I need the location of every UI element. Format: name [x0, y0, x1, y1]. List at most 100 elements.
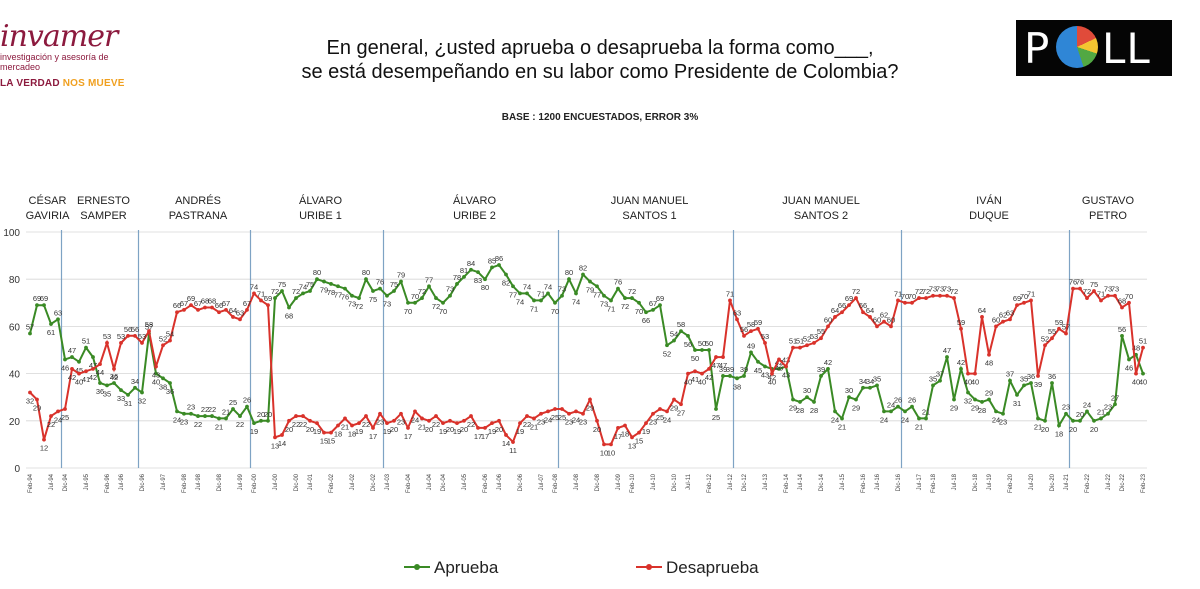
data-label-aprueba: 43	[782, 356, 790, 365]
data-label-desaprueba: 70	[1125, 292, 1133, 301]
data-point-desaprueba	[511, 440, 515, 444]
data-label-aprueba: 78	[327, 288, 335, 297]
data-point-aprueba	[112, 381, 116, 385]
data-label-aprueba: 72	[621, 302, 629, 311]
data-point-aprueba	[1064, 411, 1068, 416]
data-label-aprueba: 67	[649, 299, 657, 308]
data-label-desaprueba: 15	[327, 437, 335, 446]
president-name-line2: URIBE 2	[453, 210, 496, 222]
data-label-desaprueba: 55	[817, 327, 825, 336]
data-point-desaprueba	[77, 371, 81, 376]
data-label-desaprueba: 20	[306, 425, 314, 434]
data-label-desaprueba: 17	[481, 432, 489, 441]
data-label-desaprueba: 43	[782, 371, 790, 380]
data-point-desaprueba	[693, 369, 697, 374]
data-point-desaprueba	[938, 293, 942, 298]
data-label-desaprueba: 18	[348, 430, 356, 439]
data-point-aprueba	[1036, 416, 1040, 421]
data-label-desaprueba: 53	[103, 332, 111, 341]
poll-logo: P LL	[1016, 20, 1172, 76]
data-label-desaprueba: 24	[572, 415, 580, 424]
data-label-aprueba: 33	[117, 394, 125, 403]
data-point-desaprueba	[763, 341, 767, 345]
data-label-aprueba: 34	[859, 377, 867, 386]
data-point-desaprueba	[28, 390, 32, 395]
data-point-aprueba	[672, 338, 676, 343]
data-point-aprueba	[1113, 402, 1117, 407]
data-label-desaprueba: 23	[649, 418, 657, 427]
data-label-aprueba: 76	[341, 293, 349, 302]
data-label-aprueba: 47	[89, 361, 97, 370]
data-point-aprueba	[301, 291, 305, 296]
data-point-aprueba	[154, 371, 158, 376]
x-tick-label: Feb-10	[630, 473, 636, 493]
data-point-desaprueba	[385, 421, 389, 426]
data-label-desaprueba: 53	[810, 332, 818, 341]
data-label-desaprueba: 69	[845, 294, 853, 303]
data-label-desaprueba: 53	[117, 332, 125, 341]
data-point-desaprueba	[812, 341, 816, 345]
data-label-aprueba: 20	[264, 410, 272, 419]
data-label-desaprueba: 60	[887, 315, 895, 324]
data-point-aprueba	[329, 282, 333, 286]
data-point-aprueba	[616, 286, 620, 291]
data-point-desaprueba	[889, 324, 893, 329]
data-point-desaprueba	[1078, 286, 1082, 291]
data-point-desaprueba	[931, 293, 935, 298]
data-point-aprueba	[777, 366, 781, 371]
data-point-desaprueba	[49, 414, 53, 418]
data-point-desaprueba	[189, 303, 193, 308]
data-label-desaprueba: 22	[467, 420, 475, 429]
data-label-aprueba: 56	[1118, 325, 1126, 334]
data-label-aprueba: 79	[397, 271, 405, 280]
data-label-aprueba: 29	[971, 404, 979, 413]
data-label-desaprueba: 29	[33, 404, 41, 413]
data-label-desaprueba: 19	[488, 427, 496, 436]
x-tick-label: Feb-00	[252, 473, 258, 493]
data-point-aprueba	[35, 303, 39, 308]
data-label-aprueba: 28	[978, 406, 986, 415]
data-label-aprueba: 46	[1125, 363, 1133, 372]
data-label-aprueba: 38	[159, 382, 167, 391]
data-point-desaprueba	[504, 433, 508, 437]
data-point-desaprueba	[567, 411, 571, 416]
president-name-line1: CÉSAR	[29, 194, 67, 207]
data-point-aprueba	[791, 397, 795, 402]
data-point-desaprueba	[175, 310, 179, 315]
data-label-desaprueba: 21	[418, 422, 426, 431]
data-label-aprueba: 20	[1090, 425, 1098, 434]
data-label-aprueba: 80	[313, 268, 321, 277]
data-point-aprueba	[812, 400, 816, 404]
data-point-aprueba	[553, 300, 557, 305]
data-point-desaprueba	[525, 414, 529, 418]
x-tick-label: Jul-07	[539, 473, 545, 490]
data-point-desaprueba	[539, 411, 543, 416]
data-point-aprueba	[483, 277, 487, 282]
data-label-aprueba: 72	[292, 287, 300, 296]
data-label-desaprueba: 63	[1006, 308, 1014, 317]
data-label-aprueba: 70	[404, 307, 412, 316]
data-label-desaprueba: 19	[642, 427, 650, 436]
data-label-aprueba: 25	[712, 413, 720, 422]
data-point-desaprueba	[147, 329, 151, 334]
data-label-aprueba: 24	[901, 415, 909, 424]
data-point-aprueba	[175, 409, 179, 414]
data-point-desaprueba	[910, 300, 914, 305]
data-label-desaprueba: 70	[901, 292, 909, 301]
data-label-desaprueba: 72	[852, 287, 860, 296]
data-point-aprueba	[882, 409, 886, 414]
data-point-aprueba	[1099, 416, 1103, 421]
president-name-line1: JUAN MANUEL	[611, 195, 689, 207]
data-point-aprueba	[98, 381, 102, 385]
data-label-desaprueba: 40	[964, 378, 972, 387]
data-point-aprueba	[994, 409, 998, 414]
data-label-aprueba: 26	[243, 396, 251, 405]
data-point-aprueba	[966, 390, 970, 395]
data-point-aprueba	[322, 279, 326, 284]
data-label-aprueba: 39	[726, 365, 734, 374]
logo-tagline-main: LA VERDAD	[0, 78, 63, 89]
data-label-desaprueba: 59	[754, 318, 762, 327]
x-tick-label: Jul-08	[574, 473, 580, 490]
data-point-desaprueba	[245, 307, 249, 312]
data-point-aprueba	[42, 303, 46, 308]
